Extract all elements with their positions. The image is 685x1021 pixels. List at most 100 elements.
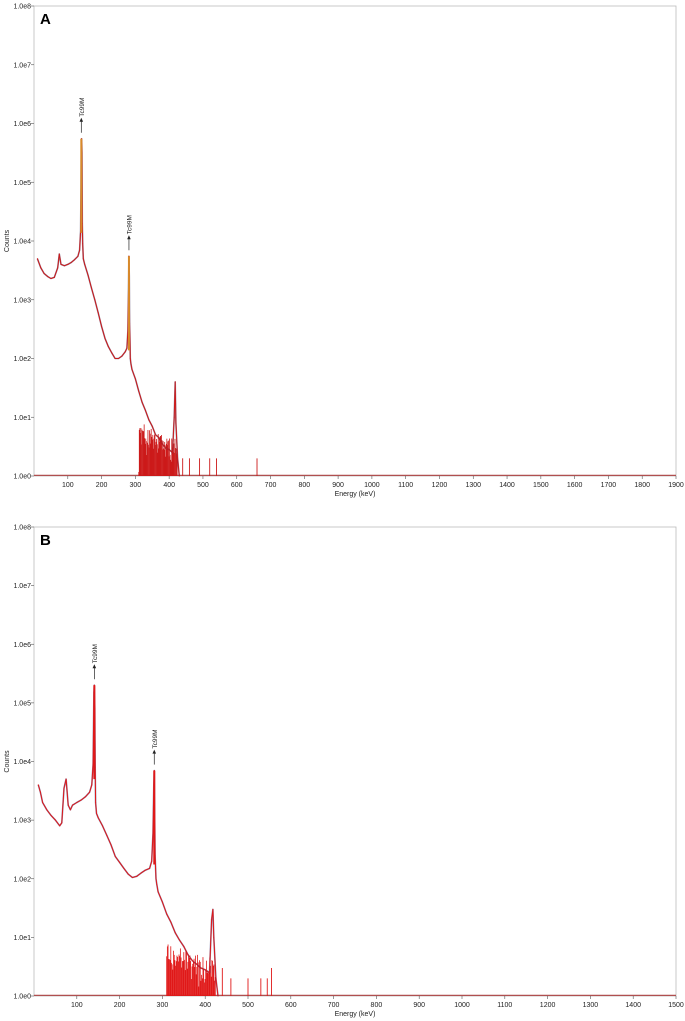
spectrum-point <box>42 801 44 803</box>
x-tick-label: 1500 <box>533 482 549 489</box>
spectrum-point <box>80 799 82 801</box>
spectrum-point <box>174 932 176 934</box>
panel-label: B <box>40 532 51 549</box>
spectrum-point <box>166 913 168 915</box>
x-tick-label: 1000 <box>454 1002 470 1009</box>
spectrum-point <box>121 355 123 357</box>
spectrum-point <box>130 363 132 365</box>
x-tick-label: 300 <box>130 482 142 489</box>
x-tick-label: 1200 <box>432 482 448 489</box>
spectrum-point <box>129 358 131 359</box>
plot-frame <box>33 5 677 477</box>
spectrum-point <box>43 272 45 274</box>
x-tick-label: 1300 <box>583 1002 599 1009</box>
y-tick-label: 1.0e2 <box>13 876 31 883</box>
spectrum-point <box>106 834 108 836</box>
spectrum-point <box>170 921 172 923</box>
x-tick-label: 300 <box>157 1002 169 1009</box>
spectrum-point <box>50 277 52 279</box>
spectrum-point <box>39 791 41 793</box>
spectrum-point <box>70 262 72 264</box>
spectrum-point <box>136 875 138 877</box>
x-tick-label: 600 <box>285 1002 297 1009</box>
y-tick-label: 1.0e5 <box>13 180 31 187</box>
y-tick-label: 1.0e4 <box>13 239 31 246</box>
y-tick-label: 1.0e2 <box>13 356 31 363</box>
spectrum-point <box>72 804 74 806</box>
spectrum-point <box>165 447 167 449</box>
y-tick-label: 1.0e7 <box>13 62 31 69</box>
y-axis-title: Counts <box>4 750 11 773</box>
x-tick-label: 700 <box>328 1002 340 1009</box>
x-tick-label: 1100 <box>398 482 413 489</box>
spectrum-line <box>36 138 180 477</box>
spectrum-point <box>89 791 91 793</box>
spectrum-point <box>178 475 180 477</box>
spectrum-point <box>148 419 150 421</box>
spectrum-point <box>131 877 133 879</box>
spectrum-point <box>145 410 147 412</box>
y-tick-label: 1.0e8 <box>13 4 31 11</box>
spectrum-point <box>175 422 177 424</box>
x-tick-label: 1300 <box>465 482 481 489</box>
y-tick-label: 1.0e0 <box>13 474 31 481</box>
spectrum-point <box>92 763 94 765</box>
spectrum-point <box>76 801 78 803</box>
x-tick-label: 600 <box>231 482 243 489</box>
spectrum-point <box>87 274 89 276</box>
y-tick-label: 1.0e4 <box>13 759 31 766</box>
spectrum-point <box>173 416 175 418</box>
spectrum-point <box>114 855 116 857</box>
spectrum-point <box>134 378 136 380</box>
y-tick-label: 1.0e8 <box>13 525 31 532</box>
x-tick-label: 1200 <box>540 1002 556 1009</box>
peak-arrowhead <box>79 117 84 122</box>
peak-label: Tc99M <box>79 98 86 117</box>
spectrum-point <box>217 995 219 997</box>
peak-arrowhead <box>92 664 97 669</box>
spectrum-point <box>157 891 159 893</box>
spectrum-point <box>61 822 63 824</box>
spectrum-point <box>161 443 163 445</box>
spectrum-point <box>208 972 210 974</box>
spectrum-point <box>53 276 55 278</box>
spectrum-point <box>179 939 181 941</box>
spectrum-point <box>117 358 119 359</box>
x-tick-label: 900 <box>332 482 344 489</box>
plot-frame <box>33 526 677 997</box>
spectrum-chart-a: A 1.0e0 1.0e1 1.0e2 1.0e3 1.0e4 1.0e5 1.0e6 1.0e… <box>4 4 684 499</box>
spectrum-point <box>215 977 217 979</box>
spectrum-point <box>94 299 96 301</box>
spectrum-point <box>155 434 157 436</box>
spectrum-point <box>90 287 92 289</box>
spectrum-point <box>191 960 193 962</box>
x-tick-label: 1100 <box>497 1002 512 1009</box>
spectrum-point <box>40 267 42 269</box>
spectrum-point <box>104 337 106 339</box>
spectrum-point <box>111 352 113 354</box>
spectrum-point <box>155 878 157 880</box>
spectrum-point <box>149 867 151 869</box>
peak-label: Tc99M <box>92 644 99 663</box>
spectrum-point <box>200 967 202 969</box>
x-tick-label: 800 <box>298 482 310 489</box>
spectrum-point <box>183 945 185 947</box>
spectrum-point <box>177 457 179 459</box>
peak-label: Tc99M <box>126 215 133 234</box>
spectrum-point <box>91 784 93 786</box>
spectrum-point <box>187 954 189 956</box>
spectrum-point <box>114 358 116 359</box>
spectrum-point <box>101 825 103 827</box>
panel-label: A <box>40 11 51 28</box>
spectrum-point <box>57 267 59 269</box>
y-tick-label: 1.0e1 <box>13 415 31 422</box>
x-tick-label: 200 <box>96 482 108 489</box>
spectrum-point <box>97 817 99 819</box>
peak-label: Tc99M <box>152 729 159 748</box>
x-tick-label: 500 <box>197 482 209 489</box>
x-tick-label: 400 <box>163 482 175 489</box>
spectrum-point <box>82 243 84 245</box>
peak-arrowhead <box>127 235 131 240</box>
spectrum-point <box>54 819 56 821</box>
